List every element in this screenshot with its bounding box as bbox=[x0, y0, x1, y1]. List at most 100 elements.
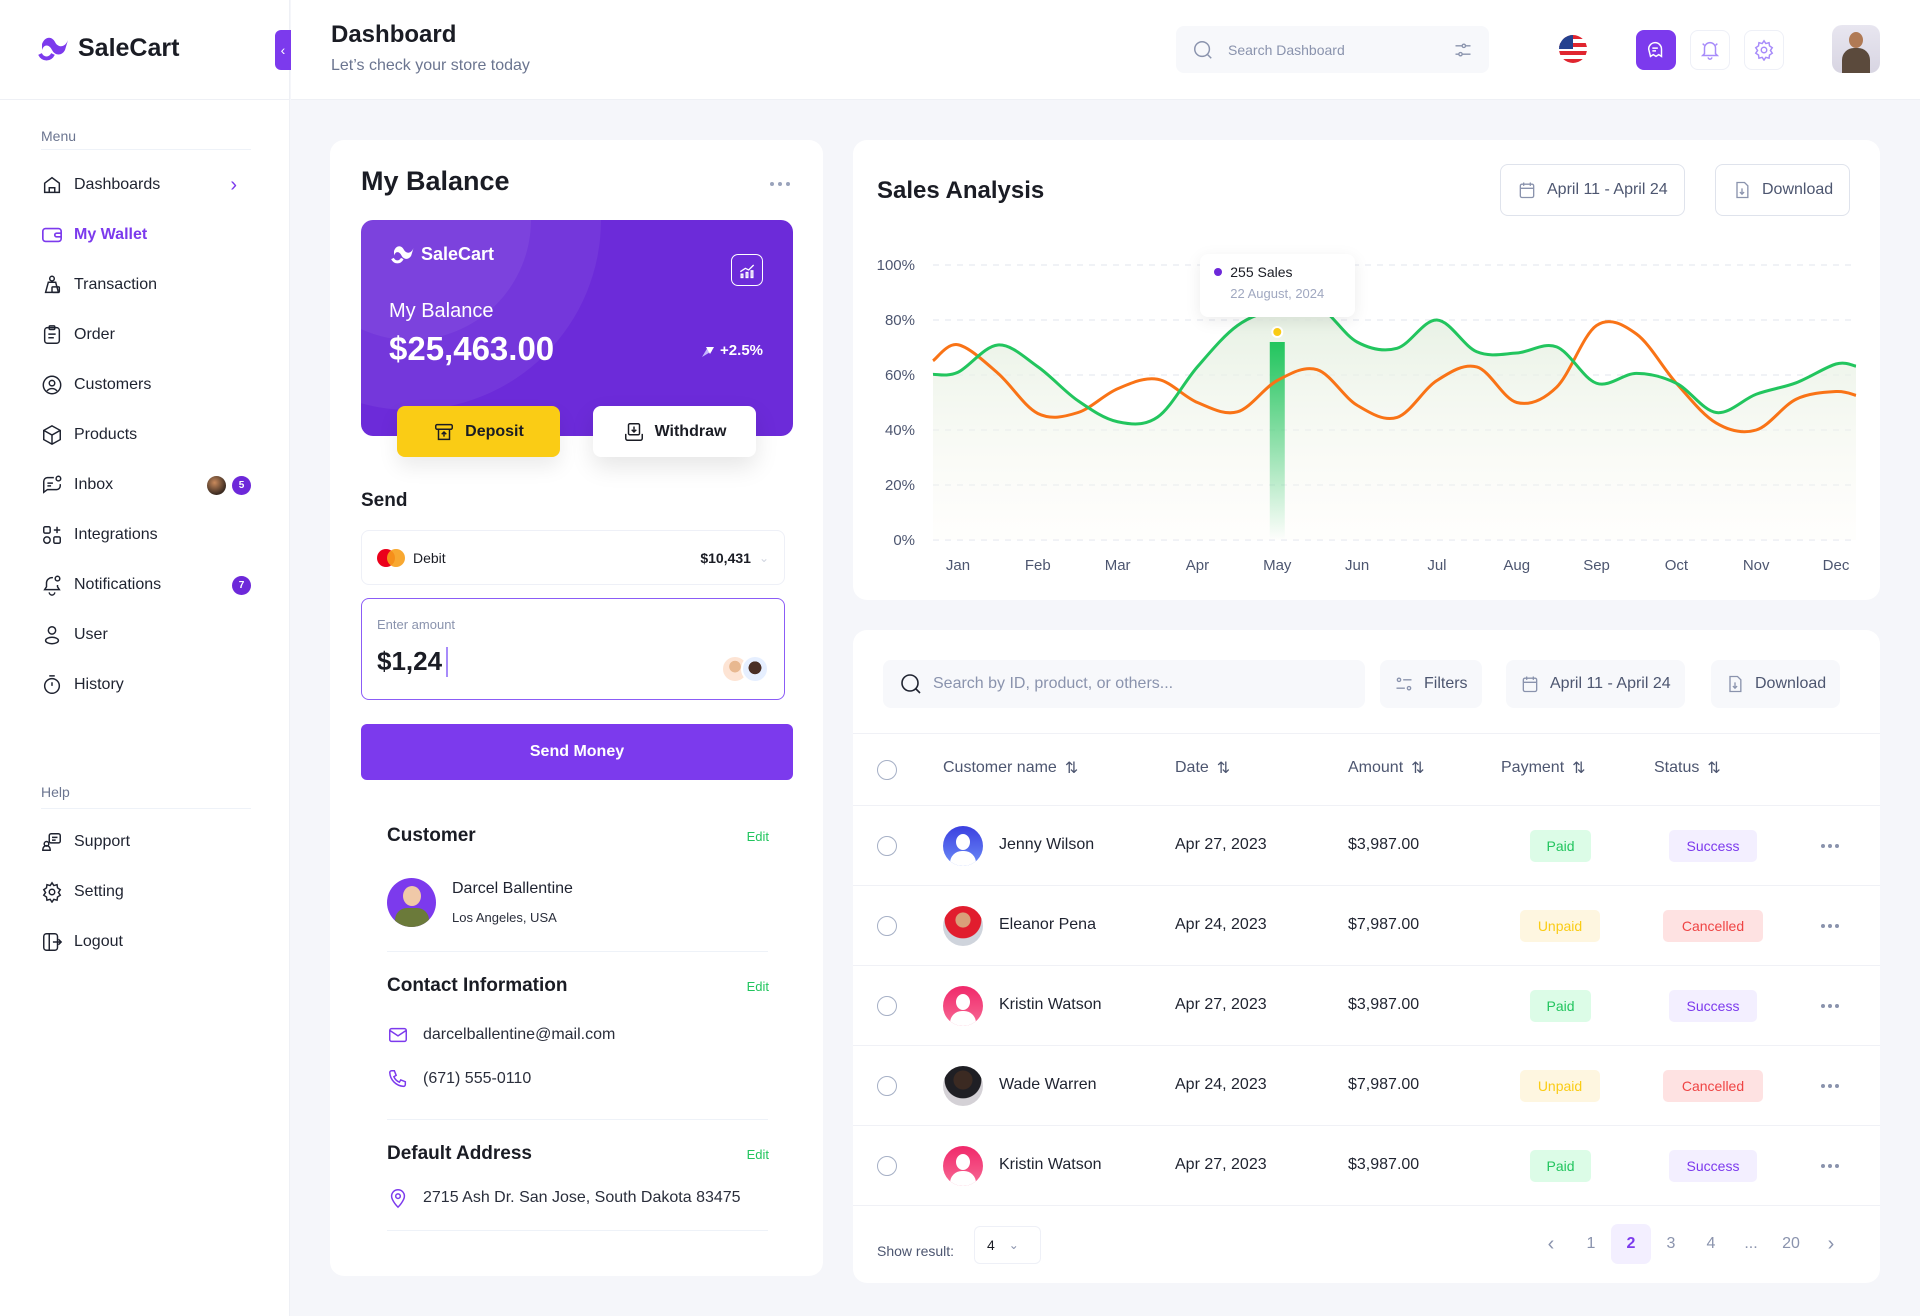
bell-icon bbox=[1700, 42, 1720, 60]
wallet-icon bbox=[42, 227, 62, 243]
recipient-avatar[interactable] bbox=[741, 655, 769, 683]
date-range-button[interactable]: April 11 - April 24 bbox=[1500, 164, 1685, 216]
sidebar-item-order[interactable]: Order bbox=[41, 319, 251, 351]
row-amount: $3,987.00 bbox=[1348, 836, 1420, 853]
analytics-button[interactable] bbox=[731, 254, 763, 286]
table-row[interactable]: Jenny Wilson Apr 27, 2023 $3,987.00 Paid… bbox=[853, 806, 1880, 886]
edit-customer-link[interactable]: Edit bbox=[746, 829, 769, 844]
page-2-button[interactable]: 2 bbox=[1611, 1224, 1651, 1264]
settings-button[interactable] bbox=[1744, 30, 1784, 70]
row-actions-icon[interactable] bbox=[1821, 1004, 1839, 1008]
divider bbox=[853, 805, 1880, 806]
row-actions-icon[interactable] bbox=[1821, 924, 1839, 928]
balance-amount: $25,463.00 bbox=[389, 330, 555, 367]
flag-us-icon[interactable] bbox=[1559, 35, 1587, 63]
row-actions-icon[interactable] bbox=[1821, 844, 1839, 848]
user-circle-icon bbox=[42, 375, 62, 395]
row-checkbox[interactable] bbox=[877, 1156, 897, 1176]
page-size-select[interactable]: 4 ⌄ bbox=[974, 1226, 1041, 1264]
search-icon bbox=[1194, 40, 1212, 59]
table-row[interactable]: Wade Warren Apr 24, 2023 $7,987.00 Unpai… bbox=[853, 1046, 1880, 1126]
customer-name: Eleanor Pena bbox=[999, 916, 1096, 933]
default-address: 2715 Ash Dr. San Jose, South Dakota 8347… bbox=[387, 1187, 741, 1209]
column-header-amount[interactable]: Amount ⇅ bbox=[1348, 759, 1425, 777]
sidebar-item-logout[interactable]: Logout bbox=[41, 926, 251, 958]
row-actions-icon[interactable] bbox=[1821, 1164, 1839, 1168]
sidebar-item-products[interactable]: Products bbox=[41, 419, 251, 451]
recipient-avatars[interactable] bbox=[721, 655, 769, 683]
row-checkbox[interactable] bbox=[877, 916, 897, 936]
sidebar-item-label: Support bbox=[74, 833, 131, 850]
sidebar-item-history[interactable]: History bbox=[41, 669, 251, 701]
filter-icon bbox=[1396, 677, 1412, 691]
select-all-checkbox[interactable] bbox=[877, 760, 897, 780]
column-header-status[interactable]: Status ⇅ bbox=[1654, 759, 1721, 777]
sidebar-item-label: Transaction bbox=[74, 276, 157, 293]
column-header-date[interactable]: Date ⇅ bbox=[1175, 759, 1231, 777]
sidebar-item-inbox[interactable]: Inbox 5 bbox=[41, 469, 251, 501]
calendar-icon bbox=[1519, 182, 1535, 199]
table-row[interactable]: Eleanor Pena Apr 24, 2023 $7,987.00 Unpa… bbox=[853, 886, 1880, 966]
sidebar-item-setting[interactable]: Setting bbox=[41, 876, 251, 908]
svg-text:Sep: Sep bbox=[1583, 557, 1610, 574]
customer-avatar bbox=[943, 826, 983, 866]
edit-address-link[interactable]: Edit bbox=[746, 1147, 769, 1162]
page-4-button[interactable]: 4 bbox=[1706, 1235, 1716, 1252]
dashboard-search-input[interactable]: Search Dashboard bbox=[1176, 26, 1489, 73]
row-checkbox[interactable] bbox=[877, 1076, 897, 1096]
sidebar-item-customers[interactable]: Customers bbox=[41, 369, 251, 401]
collapse-sidebar-button[interactable]: ‹ bbox=[275, 30, 291, 70]
row-checkbox[interactable] bbox=[877, 836, 897, 856]
row-amount: $7,987.00 bbox=[1348, 916, 1420, 933]
notifications-button[interactable] bbox=[1690, 30, 1730, 70]
divider bbox=[853, 1205, 1880, 1206]
sidebar-item-transaction[interactable]: Transaction bbox=[41, 269, 251, 301]
debit-card-select[interactable]: Debit $10,431 ⌄ bbox=[361, 530, 785, 585]
prev-page-button[interactable]: ‹ bbox=[1531, 1224, 1571, 1264]
svg-text:80%: 80% bbox=[885, 312, 915, 329]
filters-button[interactable]: Filters bbox=[1380, 660, 1482, 708]
balance-panel: My Balance SaleCart My Balance $25,463.0… bbox=[330, 140, 823, 1276]
svg-text:20%: 20% bbox=[885, 477, 915, 494]
row-actions-icon[interactable] bbox=[1821, 1084, 1839, 1088]
table-row[interactable]: Kristin Watson Apr 27, 2023 $3,987.00 Pa… bbox=[853, 1126, 1880, 1206]
app-logo[interactable]: SaleCart bbox=[38, 32, 179, 64]
edit-contact-link[interactable]: Edit bbox=[746, 979, 769, 994]
send-money-button[interactable]: Send Money bbox=[361, 724, 793, 780]
sliders-icon[interactable] bbox=[1453, 40, 1473, 60]
address-section-title: Default Address bbox=[387, 1143, 532, 1164]
withdraw-button[interactable]: Withdraw bbox=[593, 406, 756, 457]
amount-input[interactable]: Enter amount $1,24 bbox=[361, 598, 785, 700]
debit-balance: $10,431 bbox=[700, 549, 751, 566]
page-1-button[interactable]: 1 bbox=[1586, 1235, 1596, 1252]
page-20-button[interactable]: 20 bbox=[1782, 1235, 1800, 1252]
customer-name: Kristin Watson bbox=[999, 1156, 1102, 1173]
column-header-customer-name[interactable]: Customer name ⇅ bbox=[943, 759, 1079, 777]
chat-button[interactable] bbox=[1636, 30, 1676, 70]
page-3-button[interactable]: 3 bbox=[1666, 1235, 1676, 1252]
debit-label: Debit bbox=[413, 549, 446, 566]
user-avatar[interactable] bbox=[1832, 25, 1880, 73]
table-row[interactable]: Kristin Watson Apr 27, 2023 $3,987.00 Pa… bbox=[853, 966, 1880, 1046]
sidebar-item-user[interactable]: User bbox=[41, 619, 251, 651]
download-button[interactable]: Download bbox=[1715, 164, 1851, 216]
sidebar-item-notifications[interactable]: Notifications 7 bbox=[41, 569, 251, 601]
inbox-icon bbox=[43, 475, 62, 494]
row-amount: $7,987.00 bbox=[1348, 1076, 1420, 1093]
table-search-input[interactable]: Search by ID, product, or others... bbox=[883, 660, 1365, 708]
sidebar-item-dashboards[interactable]: Dashboards › bbox=[41, 169, 251, 201]
row-checkbox[interactable] bbox=[877, 996, 897, 1016]
divider bbox=[853, 1045, 1880, 1046]
orders-table-card: Search by ID, product, or others... Filt… bbox=[853, 630, 1880, 1283]
sidebar-item-support[interactable]: Support bbox=[41, 826, 251, 858]
table-date-range-button[interactable]: April 11 - April 24 bbox=[1506, 660, 1685, 708]
more-options-icon[interactable] bbox=[770, 182, 790, 186]
deposit-button[interactable]: Deposit bbox=[397, 406, 560, 457]
sidebar-item-my-wallet[interactable]: My Wallet bbox=[41, 219, 251, 251]
column-header-payment[interactable]: Payment ⇅ bbox=[1501, 759, 1586, 777]
notifications-badge: 7 bbox=[232, 575, 251, 595]
next-page-button[interactable]: › bbox=[1811, 1224, 1851, 1264]
table-download-button[interactable]: Download bbox=[1711, 660, 1841, 708]
chat-icon bbox=[1647, 41, 1663, 58]
sidebar-item-integrations[interactable]: Integrations bbox=[41, 519, 251, 551]
